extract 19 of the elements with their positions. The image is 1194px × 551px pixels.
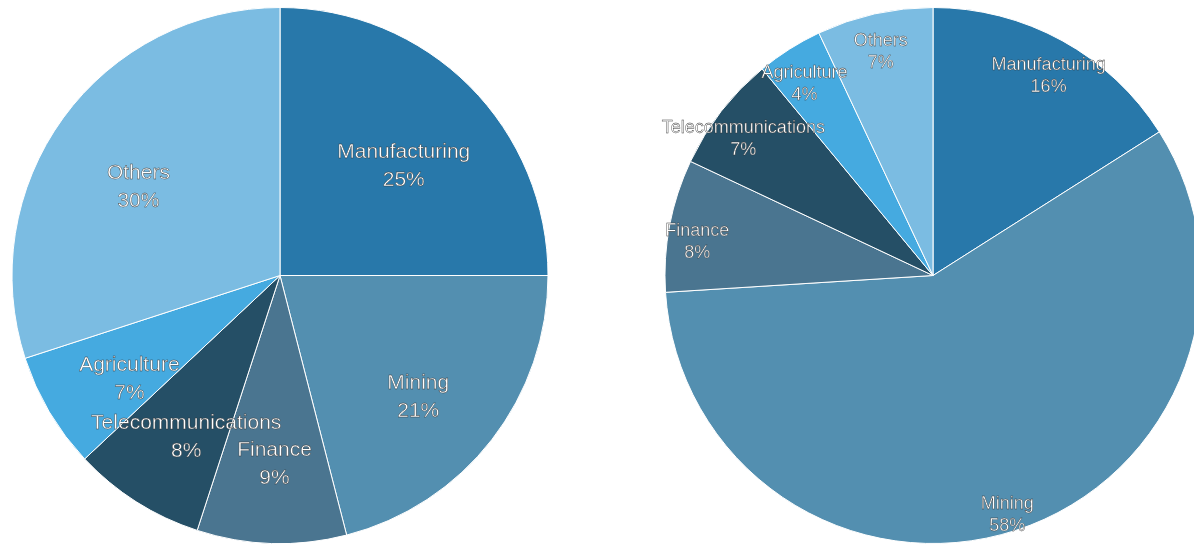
data-label: 4% xyxy=(791,83,818,104)
slice-label: Others xyxy=(853,30,908,51)
data-label: 8% xyxy=(171,438,202,462)
slice-label: Finance xyxy=(237,437,312,461)
data-label: 25% xyxy=(382,166,425,190)
data-label: 8% xyxy=(684,241,711,262)
slice-label: Mining xyxy=(387,369,450,393)
slice-label: Manufacturing xyxy=(337,138,471,162)
slice-label: Others xyxy=(106,159,170,183)
data-label: 30% xyxy=(117,187,160,211)
data-label: 16% xyxy=(1030,76,1067,97)
slice-label: Mining xyxy=(980,492,1034,513)
data-label: 9% xyxy=(259,465,290,489)
data-label: 21% xyxy=(397,397,440,421)
data-label: 58% xyxy=(989,514,1026,535)
slice-label: Agriculture xyxy=(79,351,180,375)
data-label: 7% xyxy=(114,379,145,403)
data-label: 7% xyxy=(867,52,894,73)
data-label: 7% xyxy=(730,139,757,160)
